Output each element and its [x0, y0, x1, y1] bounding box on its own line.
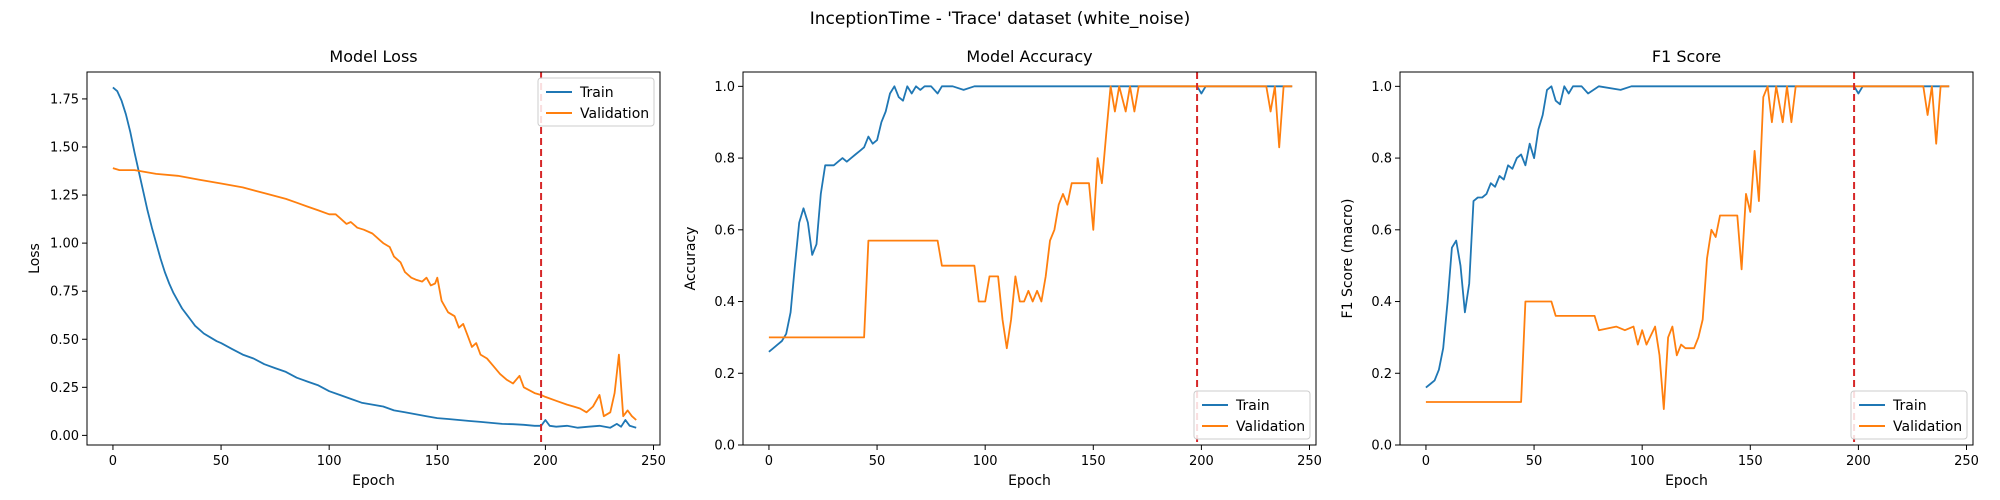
- legend-label-train: Train: [579, 85, 614, 101]
- x-tick-label: 200: [1846, 454, 1871, 469]
- panel-model-accuracy: Model Accuracy 0 50 100 150 200 250 0.0 0.2 0.4 0.…: [683, 47, 1322, 489]
- panel-title: Model Accuracy: [966, 47, 1092, 66]
- series-line-train: [768, 85, 1293, 353]
- axes-frame: [742, 71, 1317, 446]
- x-tick-label: 100: [1630, 454, 1655, 469]
- panel-title: Model Loss: [329, 47, 417, 66]
- y-tick-label: 0.4: [1371, 295, 1392, 310]
- y-tick-label: 1.0: [1371, 80, 1392, 95]
- x-tick-label: 250: [1954, 454, 1979, 469]
- series-line-train: [112, 86, 637, 429]
- y-tick-label: 0.4: [714, 295, 735, 310]
- y-tick-label: 0.6: [714, 223, 735, 238]
- x-axis-label: Epoch: [352, 473, 395, 489]
- plot-area: [768, 72, 1293, 445]
- y-tick-label: 0.0: [1371, 439, 1392, 454]
- x-tick-label: 250: [1297, 454, 1322, 469]
- y-axis-label: Accuracy: [683, 227, 699, 291]
- x-tick-label: 150: [425, 454, 450, 469]
- x-tick-label: 250: [641, 454, 666, 469]
- axes-frame: [86, 71, 661, 446]
- plot-area: [1425, 72, 1950, 445]
- legend-label-validation: Validation: [580, 106, 649, 122]
- legend: Train Validation: [537, 77, 655, 127]
- x-tick-label: 0: [765, 454, 773, 469]
- y-axis-label: F1 Score (macro): [1340, 199, 1356, 319]
- y-tick-label: 1.00: [50, 237, 79, 252]
- x-tick-label: 150: [1081, 454, 1106, 469]
- y-tick-label: 0.50: [50, 333, 79, 348]
- x-tick-label: 200: [533, 454, 558, 469]
- x-axis-label: Epoch: [1008, 473, 1051, 489]
- legend: Train Validation: [1193, 390, 1311, 440]
- legend-label-train: Train: [1235, 398, 1270, 414]
- figure-suptitle: InceptionTime - 'Trace' dataset (white_n…: [810, 9, 1191, 29]
- y-axis-label: Loss: [27, 243, 43, 274]
- series-line-validation: [1425, 85, 1950, 410]
- plot-area: [112, 72, 637, 445]
- legend-label-validation: Validation: [1893, 419, 1962, 435]
- legend: Train Validation: [1850, 390, 1968, 440]
- legend-label-validation: Validation: [1236, 419, 1305, 435]
- series-line-train: [1425, 85, 1950, 389]
- axes-frame: [1399, 71, 1974, 446]
- panel-title: F1 Score: [1652, 47, 1721, 66]
- series-line-validation: [768, 85, 1293, 350]
- y-tick-label: 0.75: [50, 285, 79, 300]
- x-tick-label: 50: [869, 454, 886, 469]
- legend-label-train: Train: [1892, 398, 1927, 414]
- y-tick-label: 1.75: [50, 92, 79, 107]
- panel-model-loss: Model Loss 0 50 100 150 200 250 0.00 0.25 0.50 0.7…: [27, 47, 666, 489]
- y-tick-label: 0.8: [1371, 152, 1392, 167]
- y-tick-label: 0.2: [1371, 367, 1392, 382]
- x-tick-label: 200: [1189, 454, 1214, 469]
- y-tick-label: 0.0: [714, 439, 735, 454]
- y-tick-label: 0.25: [50, 381, 79, 396]
- y-tick-label: 1.0: [714, 80, 735, 95]
- y-tick-label: 1.25: [50, 189, 79, 204]
- x-tick-label: 0: [1422, 454, 1430, 469]
- x-tick-label: 100: [973, 454, 998, 469]
- x-tick-label: 100: [317, 454, 342, 469]
- y-tick-label: 0.8: [714, 152, 735, 167]
- y-tick-label: 0.6: [1371, 223, 1392, 238]
- y-tick-label: 1.50: [50, 140, 79, 155]
- x-tick-label: 0: [109, 454, 117, 469]
- series-line-validation: [112, 167, 637, 421]
- x-axis-label: Epoch: [1665, 473, 1708, 489]
- x-tick-label: 50: [213, 454, 230, 469]
- x-tick-label: 50: [1526, 454, 1543, 469]
- x-tick-label: 150: [1738, 454, 1763, 469]
- panel-f1-score: F1 Score 0 50 100 150 200 250 0.0 0.2 0.4 0.6 0.8 1.…: [1340, 47, 1979, 489]
- y-tick-label: 0.00: [50, 429, 79, 444]
- y-tick-label: 0.2: [714, 367, 735, 382]
